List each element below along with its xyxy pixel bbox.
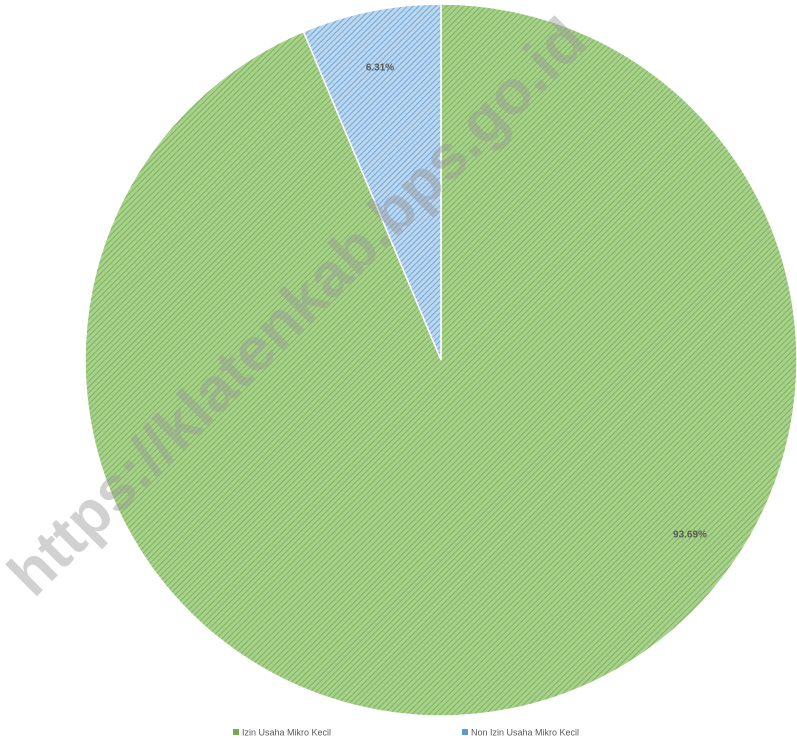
pie-slice bbox=[302, 3, 442, 361]
legend-swatch bbox=[462, 729, 468, 735]
data-label: 6.31% bbox=[366, 63, 394, 74]
legend-swatch bbox=[233, 729, 239, 735]
legend-label: Non Izin Usaha Mikro Kecil bbox=[471, 727, 579, 737]
data-label: 93.69% bbox=[673, 530, 707, 541]
legend-label: Izin Usaha Mikro Kecil bbox=[242, 727, 331, 737]
pie bbox=[84, 3, 797, 717]
